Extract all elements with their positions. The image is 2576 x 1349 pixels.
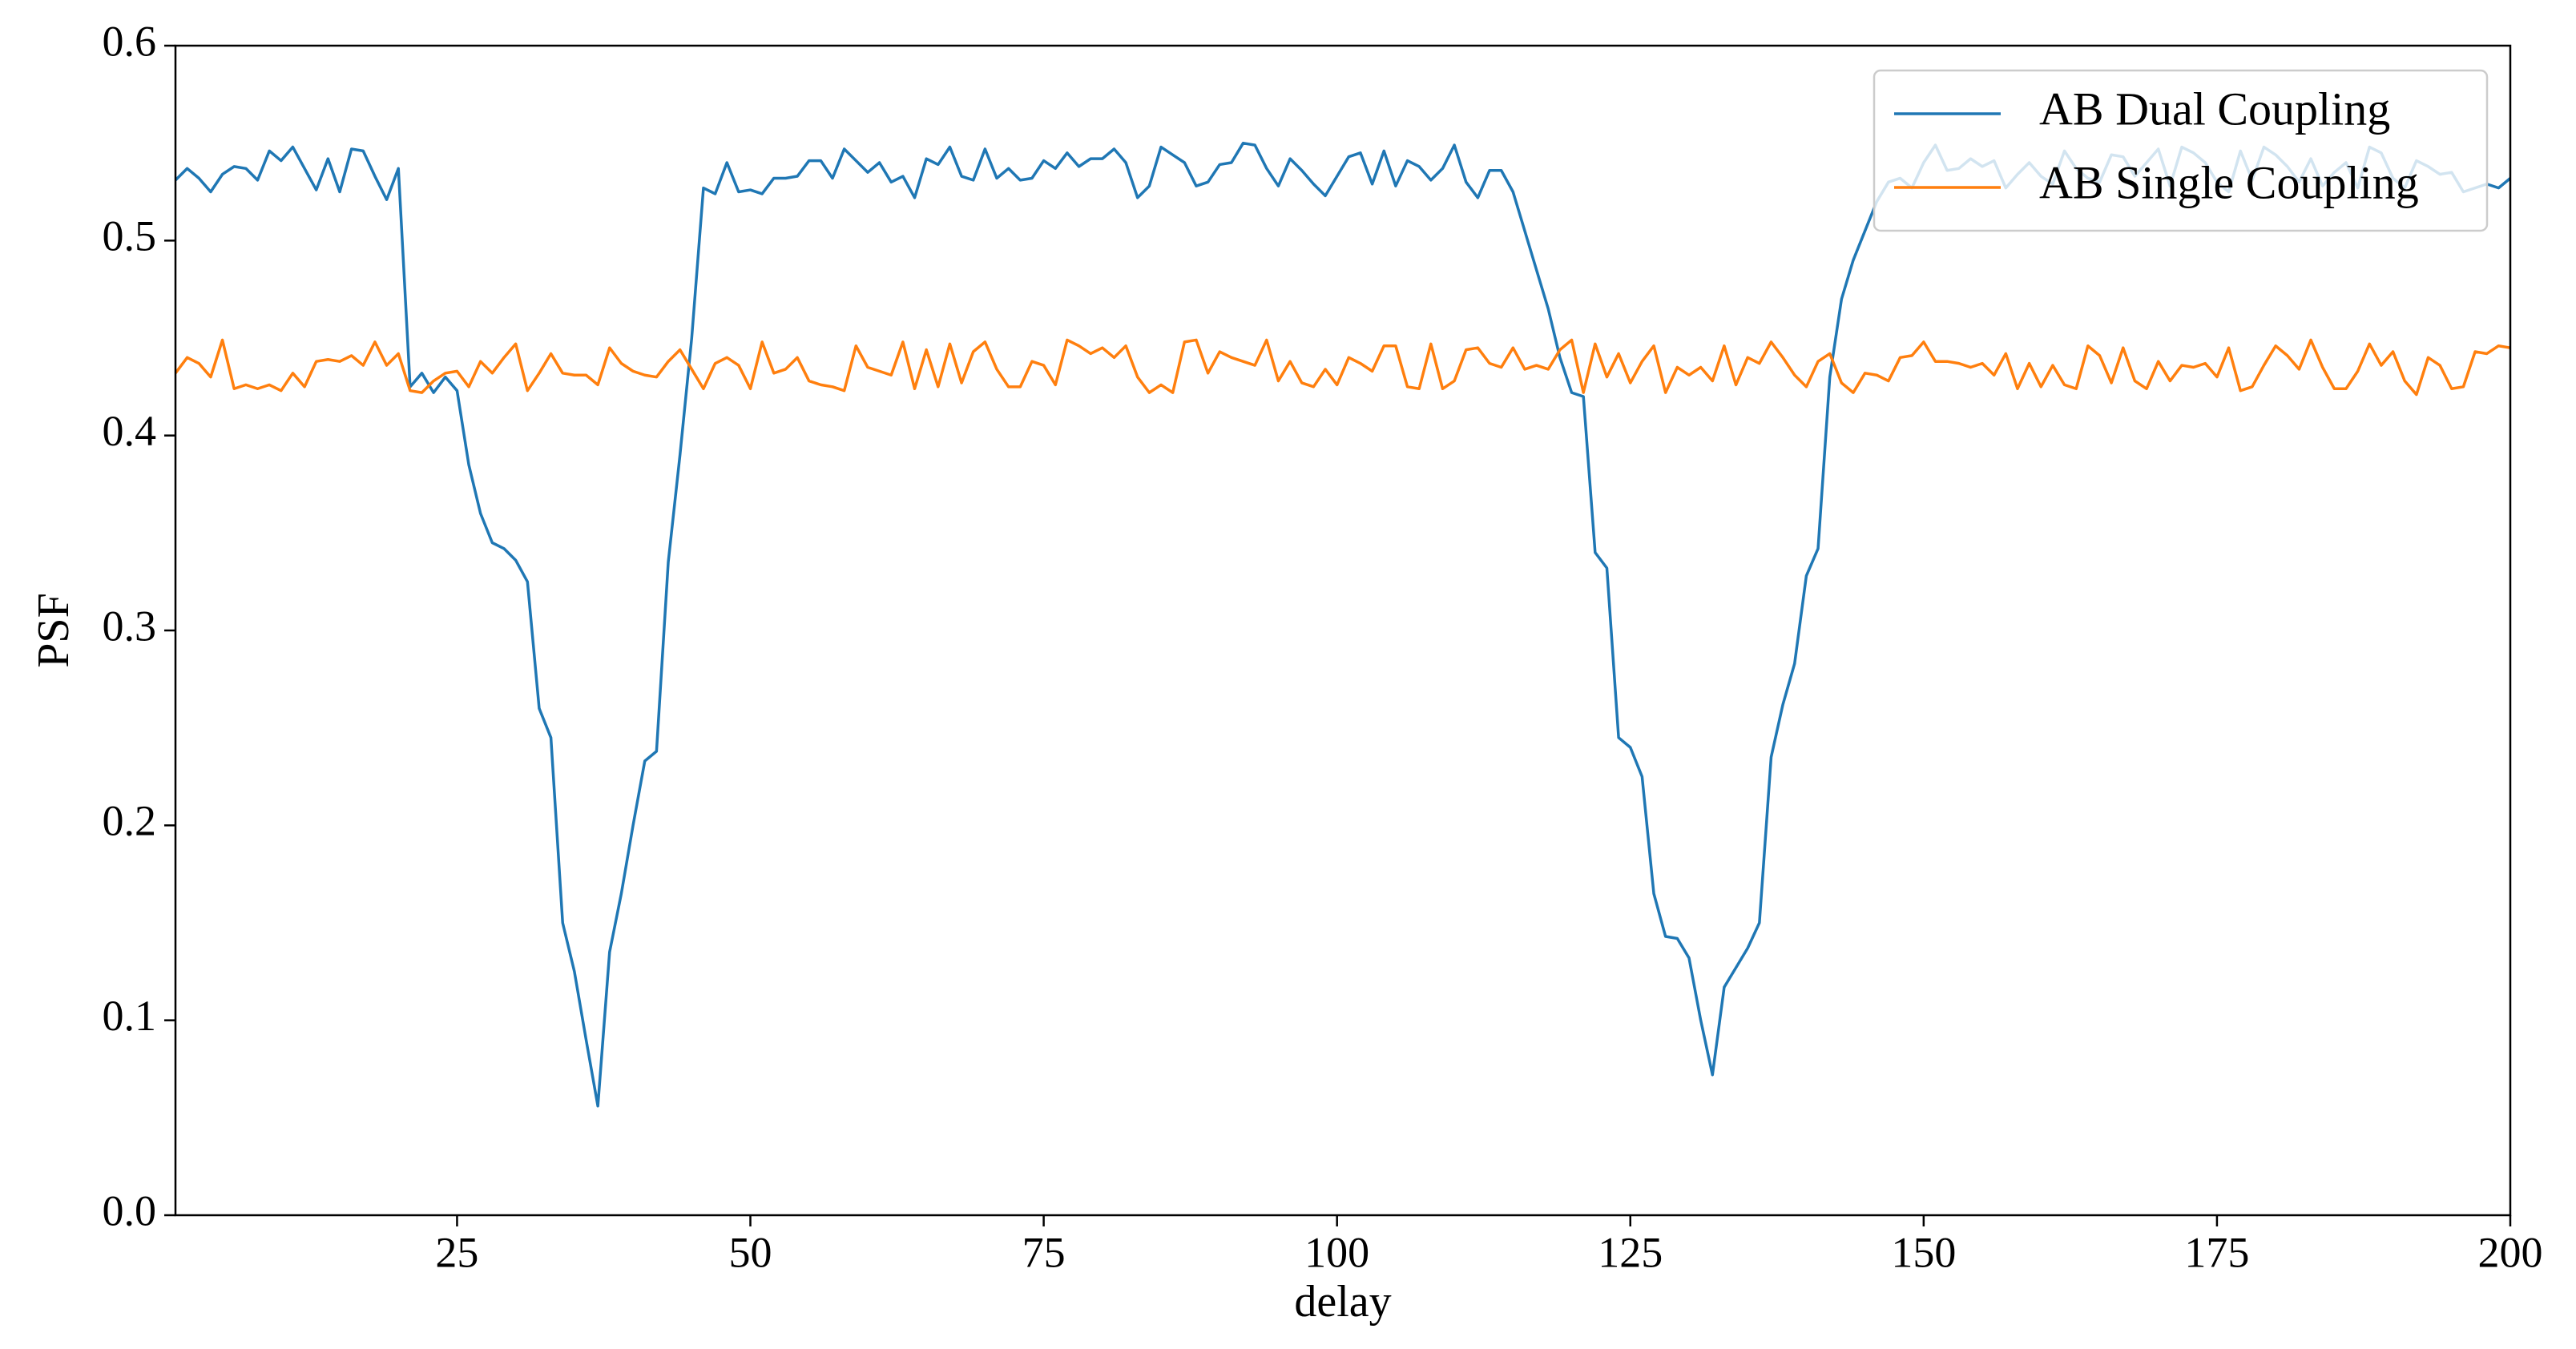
- y-tick-label: 0.0: [103, 1186, 157, 1234]
- data-line: [174, 141, 2512, 1108]
- x-tick-label: 175: [2184, 1228, 2249, 1276]
- y-tick-label: 0.4: [103, 407, 157, 455]
- data-line: [174, 338, 2511, 397]
- y-tick-label: 0.1: [103, 992, 157, 1040]
- plot-frame: [174, 44, 2512, 1217]
- legend-label: AB Single Coupling: [2039, 156, 2419, 208]
- x-tick-label: 150: [1891, 1228, 1956, 1276]
- x-tick-label: 100: [1304, 1228, 1369, 1276]
- x-tick-label: 75: [1022, 1228, 1066, 1276]
- y-tick-label: 0.5: [103, 212, 157, 260]
- y-tick-label: 0.3: [103, 602, 157, 650]
- legend-label: AB Dual Coupling: [2039, 83, 2390, 135]
- legend-box: [1873, 69, 2489, 232]
- x-tick-label: 25: [435, 1228, 478, 1276]
- y-tick-label: 0.6: [103, 17, 157, 65]
- x-tick-label: 50: [729, 1228, 772, 1276]
- y-axis-label: PSF: [29, 593, 79, 667]
- x-tick-label: 200: [2478, 1228, 2543, 1276]
- x-axis-label: delay: [1294, 1277, 1391, 1327]
- x-tick-label: 125: [1598, 1228, 1663, 1276]
- y-tick-label: 0.2: [103, 797, 157, 845]
